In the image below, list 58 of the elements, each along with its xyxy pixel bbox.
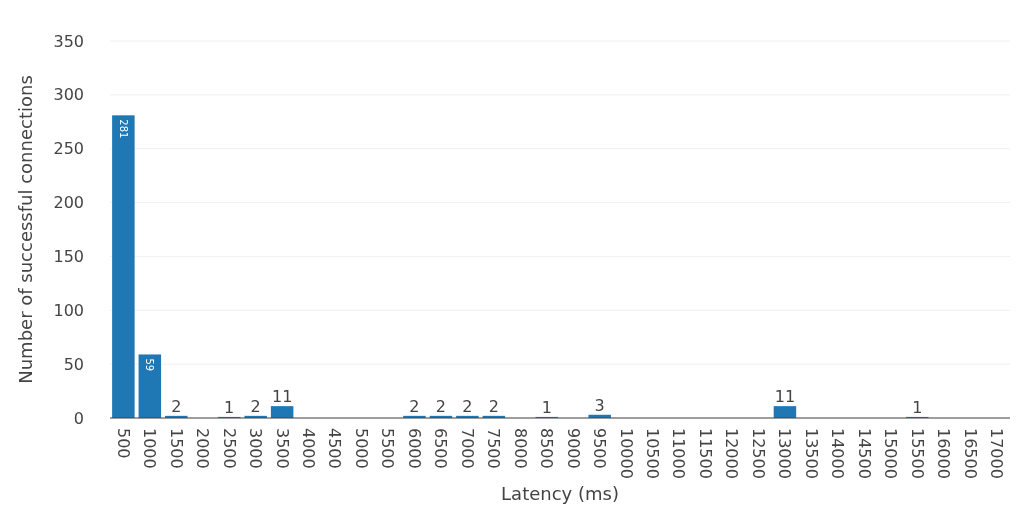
x-tick-label: 5500 <box>378 428 398 469</box>
x-tick-label: 11500 <box>695 428 715 479</box>
x-tick-label: 4000 <box>299 428 318 469</box>
x-tick-label: 6500 <box>431 428 451 469</box>
x-tick-label: 10500 <box>643 428 663 479</box>
y-tick-label: 200 <box>53 193 84 213</box>
data-label: 11 <box>271 387 293 407</box>
x-tick-label: 2500 <box>219 428 239 469</box>
data-label: 2 <box>462 396 473 416</box>
x-tick-label: 7500 <box>484 428 504 469</box>
x-tick-label: 1500 <box>166 428 186 469</box>
data-label: 2 <box>171 396 182 416</box>
data-label: 281 <box>117 119 129 139</box>
y-tick-label: 250 <box>53 139 84 159</box>
x-tick-label: 15000 <box>881 428 901 479</box>
x-tick-label: 15500 <box>907 428 927 479</box>
y-tick-label: 350 <box>53 31 84 51</box>
x-tick-label: 8500 <box>537 428 557 469</box>
x-axis-title: Latency (ms) <box>501 483 619 504</box>
x-tick-label: 3500 <box>272 428 292 469</box>
y-tick-label: 0 <box>73 408 84 428</box>
y-tick-label: 100 <box>53 300 84 320</box>
x-tick-label: 16000 <box>934 428 954 479</box>
y-tick-label: 300 <box>53 85 84 105</box>
x-tick-label: 5000 <box>351 428 371 469</box>
x-tick-label: 17000 <box>987 428 1007 479</box>
x-tick-label: 9500 <box>590 428 610 469</box>
x-tick-label: 8000 <box>510 428 530 469</box>
data-label: 2 <box>488 396 499 416</box>
x-tick-label: 12000 <box>722 428 742 479</box>
data-label: 2 <box>435 396 447 416</box>
data-label: 1 <box>224 397 235 417</box>
x-tick-label: 4500 <box>325 428 345 469</box>
x-tick-label: 12500 <box>748 428 768 479</box>
x-tick-label: 10000 <box>616 428 636 479</box>
data-label: 3 <box>594 395 605 415</box>
x-tick-label: 14000 <box>828 428 848 479</box>
x-tick-label: 3000 <box>246 428 266 469</box>
data-label: 2 <box>250 396 261 416</box>
data-label: 2 <box>409 396 420 416</box>
x-tick-label: 1000 <box>140 428 160 469</box>
data-label: 1 <box>912 397 923 417</box>
x-tick-label: 6000 <box>404 428 424 469</box>
x-tick-label: 2000 <box>193 428 213 469</box>
data-label: 11 <box>774 387 796 407</box>
x-tick-label: 13000 <box>775 428 795 479</box>
x-tick-label: 14500 <box>854 428 874 479</box>
x-tick-label: 13500 <box>801 428 821 479</box>
x-tick-label: 11000 <box>669 428 689 479</box>
x-tick-label: 16500 <box>960 428 980 479</box>
y-tick-label: 50 <box>63 354 84 374</box>
y-axis-title: Number of successful connections <box>15 75 36 384</box>
data-label: 1 <box>541 397 552 417</box>
x-tick-label: 7000 <box>457 428 477 469</box>
x-tick-label: 500 <box>113 428 133 459</box>
y-tick-label: 150 <box>53 247 84 267</box>
x-tick-label: 9000 <box>563 428 583 469</box>
data-label: 59 <box>144 358 156 372</box>
